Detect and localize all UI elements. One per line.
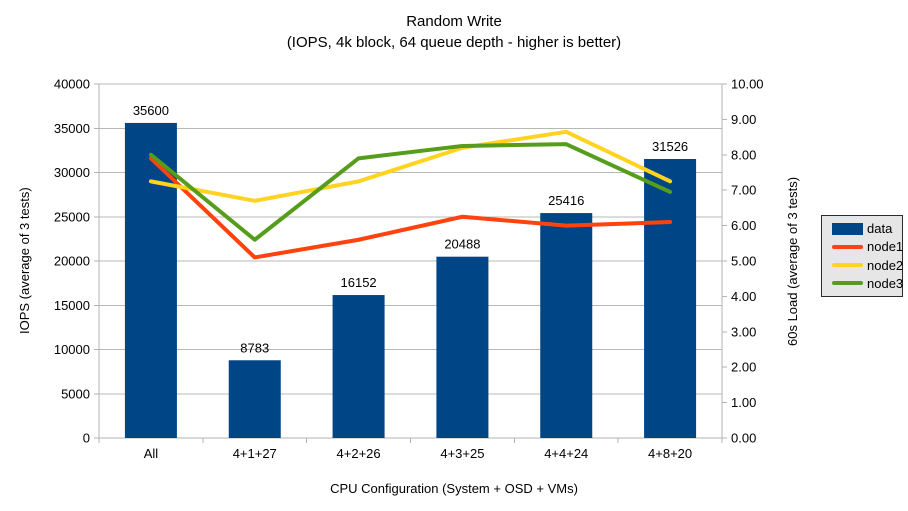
legend-swatch-node1	[832, 244, 863, 249]
x-category-label: 4+4+24	[544, 446, 588, 461]
left-axis-tick-label: 25000	[54, 209, 90, 224]
left-axis-title: IOPS (average of 3 tests)	[17, 187, 32, 335]
right-axis-tick-label: 3.00	[731, 324, 756, 339]
left-axis-tick-label: 15000	[54, 298, 90, 313]
chart-title-line1: Random Write	[406, 13, 502, 30]
right-axis-tick-label: 8.00	[731, 147, 756, 162]
bar-4+8+20	[644, 158, 697, 438]
left-axis-tick-label: 0	[83, 431, 90, 446]
x-axis-title: CPU Configuration (System + OSD + VMs)	[330, 481, 578, 496]
line-node1	[148, 156, 673, 260]
legend-swatch-node2	[832, 263, 863, 268]
legend-swatch-data	[832, 222, 863, 235]
left-axis-tick-label: 40000	[54, 77, 90, 92]
legend-label-data: data	[867, 221, 893, 237]
bar-value-label: 16152	[341, 275, 377, 290]
right-axis-tick-label: 9.00	[731, 112, 756, 127]
x-category-label: 4+2+26	[337, 446, 381, 461]
left-axis-tick-label: 30000	[54, 165, 90, 180]
legend-item-node2: node2	[832, 257, 904, 273]
right-axis-tick-label: 10.00	[731, 77, 764, 92]
legend-label-node1: node1	[867, 239, 904, 255]
bar-4+3+25	[436, 256, 489, 438]
left-axis-tick-label: 5000	[61, 386, 90, 401]
right-axis-tick-label: 5.00	[731, 254, 756, 269]
bar-value-label: 25416	[548, 193, 584, 208]
right-axis-title: 60s Load (average of 3 tests)	[785, 176, 800, 346]
left-axis-tick-label: 35000	[54, 121, 90, 136]
right-axis-tick-label: 7.00	[731, 183, 756, 198]
bar-4+2+26	[332, 295, 385, 438]
bar-value-label: 8783	[240, 340, 269, 355]
x-category-label: All	[144, 446, 159, 461]
legend-label-node3: node3	[867, 275, 904, 291]
line-node2	[148, 129, 673, 203]
right-axis-tick-label: 2.00	[731, 360, 756, 375]
legend-item-data: data	[832, 221, 902, 236]
right-axis-tick-label: 1.00	[731, 395, 756, 410]
right-axis-tick-label: 4.00	[731, 289, 756, 304]
bar-4+1+27	[228, 360, 281, 438]
right-axis-tick-label: 6.00	[731, 218, 756, 233]
chart-title: Random Write (IOPS, 4k block, 64 queue d…	[0, 11, 908, 53]
line-node3	[148, 142, 673, 242]
bar-value-label: 35600	[133, 103, 169, 118]
left-axis-tick-label: 20000	[54, 254, 90, 269]
legend-item-node1: node1	[832, 239, 904, 255]
legend: data node1 node2 node3	[821, 215, 903, 297]
x-category-label: 4+8+20	[648, 446, 692, 461]
bar-value-label: 20488	[444, 237, 480, 252]
bar-value-label: 31526	[652, 139, 688, 154]
legend-item-node3: node3	[832, 275, 904, 291]
right-axis-tick-label: 0.00	[731, 431, 756, 446]
chart-title-line2: (IOPS, 4k block, 64 queue depth - higher…	[286, 34, 622, 51]
bar-4+4+24	[540, 213, 593, 438]
x-category-label: 4+1+27	[233, 446, 277, 461]
legend-label-node2: node2	[867, 257, 904, 273]
legend-swatch-node3	[832, 281, 863, 286]
left-axis-tick-label: 10000	[54, 342, 90, 357]
x-category-label: 4+3+25	[440, 446, 484, 461]
